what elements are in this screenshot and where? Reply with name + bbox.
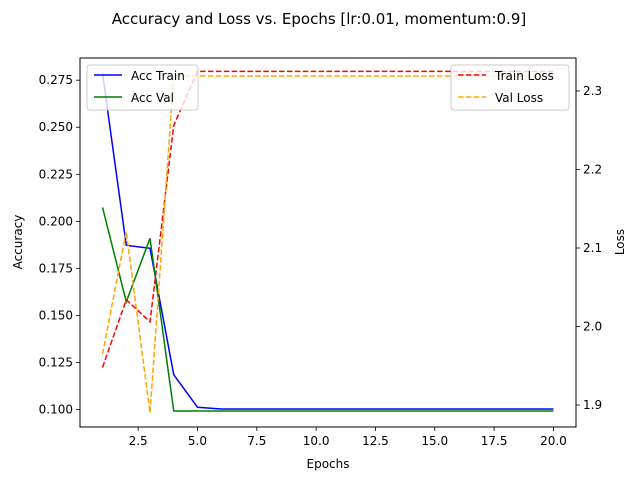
y-left-tick-label: 0.150 <box>39 308 73 322</box>
y-left-tick-label: 0.275 <box>39 73 73 87</box>
y-left-tick-label: 0.125 <box>39 355 73 369</box>
y-right-tick-label: 1.9 <box>583 398 602 412</box>
y-right-tick-label: 2.0 <box>583 320 602 334</box>
x-axis-label: Epochs <box>307 457 350 471</box>
x-tick-label: 5.0 <box>188 434 207 448</box>
y-axis-right-label: Loss <box>613 229 627 255</box>
x-tick-label: 20.0 <box>540 434 567 448</box>
x-tick-label: 12.5 <box>362 434 389 448</box>
legend-right: Train Loss Val Loss <box>450 64 570 111</box>
x-tick-label: 2.5 <box>129 434 148 448</box>
x-tick-label: 15.0 <box>421 434 448 448</box>
y-axis-right: 1.9 2.0 2.1 2.2 2.3 <box>576 84 602 412</box>
y-left-tick-label: 0.100 <box>39 403 73 417</box>
x-tick-label: 17.5 <box>481 434 508 448</box>
legend-left: Acc Train Acc Val <box>86 64 199 111</box>
x-axis: 2.5 5.0 7.5 10.0 12.5 15.0 17.5 20.0 <box>129 427 567 448</box>
plot-frame <box>79 57 577 428</box>
y-right-tick-label: 2.1 <box>583 241 602 255</box>
legend-label-acc-train: Acc Train <box>131 69 185 83</box>
x-tick-label: 7.5 <box>247 434 266 448</box>
y-left-tick-label: 0.175 <box>39 261 73 275</box>
legend-right-frame <box>450 64 570 111</box>
legend-label-val-loss: Val Loss <box>495 91 543 105</box>
y-right-tick-label: 2.3 <box>583 84 602 98</box>
chart-title: Accuracy and Loss vs. Epochs [lr:0.01, m… <box>112 10 526 28</box>
y-right-tick-label: 2.2 <box>583 162 602 176</box>
series-line-acc-val <box>101 207 554 412</box>
plot-area <box>80 58 576 427</box>
x-tick-label: 10.0 <box>303 434 330 448</box>
y-axis-left: 0.100 0.125 0.150 0.175 0.200 0.225 0.250 0.275 <box>39 73 80 417</box>
legend-label-train-loss: Train Loss <box>494 69 554 83</box>
y-axis-left-label: Accuracy <box>11 215 25 270</box>
y-left-tick-label: 0.225 <box>39 167 73 181</box>
series-line-acc-train <box>101 73 554 410</box>
plot-background <box>80 58 576 427</box>
y-left-tick-label: 0.200 <box>39 214 73 228</box>
y-left-tick-label: 0.250 <box>39 120 73 134</box>
legend-left-frame <box>86 64 199 111</box>
legend-label-acc-val: Acc Val <box>131 91 174 105</box>
